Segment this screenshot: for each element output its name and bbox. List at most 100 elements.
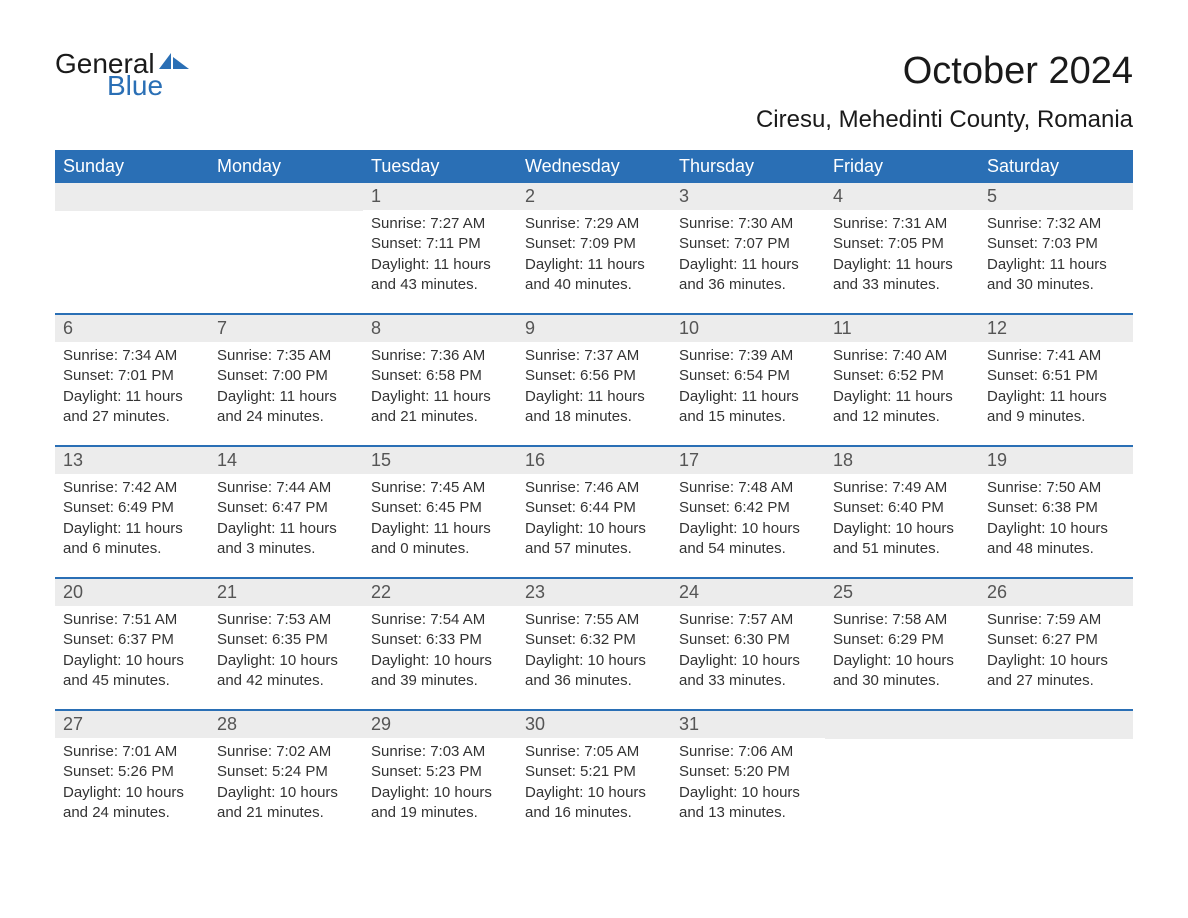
day-body: Sunrise: 7:58 AMSunset: 6:29 PMDaylight:…	[825, 606, 979, 691]
calendar-day: 30Sunrise: 7:05 AMSunset: 5:21 PMDayligh…	[517, 711, 671, 841]
calendar-week: 13Sunrise: 7:42 AMSunset: 6:49 PMDayligh…	[55, 445, 1133, 577]
day-number: 23	[517, 579, 671, 606]
calendar-day: 16Sunrise: 7:46 AMSunset: 6:44 PMDayligh…	[517, 447, 671, 577]
day-body: Sunrise: 7:36 AMSunset: 6:58 PMDaylight:…	[363, 342, 517, 427]
page-subtitle: Ciresu, Mehedinti County, Romania	[55, 106, 1133, 134]
calendar-day: 21Sunrise: 7:53 AMSunset: 6:35 PMDayligh…	[209, 579, 363, 709]
calendar-header-cell: Wednesday	[517, 150, 671, 183]
day-body: Sunrise: 7:48 AMSunset: 6:42 PMDaylight:…	[671, 474, 825, 559]
calendar-day: 3Sunrise: 7:30 AMSunset: 7:07 PMDaylight…	[671, 183, 825, 313]
calendar-day: 25Sunrise: 7:58 AMSunset: 6:29 PMDayligh…	[825, 579, 979, 709]
brand-word2: Blue	[107, 72, 163, 100]
calendar-week: 27Sunrise: 7:01 AMSunset: 5:26 PMDayligh…	[55, 709, 1133, 841]
day-number: 12	[979, 315, 1133, 342]
day-body: Sunrise: 7:54 AMSunset: 6:33 PMDaylight:…	[363, 606, 517, 691]
calendar-header-cell: Thursday	[671, 150, 825, 183]
day-number: 25	[825, 579, 979, 606]
day-body: Sunrise: 7:37 AMSunset: 6:56 PMDaylight:…	[517, 342, 671, 427]
day-body: Sunrise: 7:05 AMSunset: 5:21 PMDaylight:…	[517, 738, 671, 823]
page-title: October 2024	[903, 50, 1133, 93]
calendar-day: 4Sunrise: 7:31 AMSunset: 7:05 PMDaylight…	[825, 183, 979, 313]
calendar-day: 29Sunrise: 7:03 AMSunset: 5:23 PMDayligh…	[363, 711, 517, 841]
calendar-body: 1Sunrise: 7:27 AMSunset: 7:11 PMDaylight…	[55, 183, 1133, 841]
day-body: Sunrise: 7:01 AMSunset: 5:26 PMDaylight:…	[55, 738, 209, 823]
day-number	[825, 711, 979, 739]
day-number	[979, 711, 1133, 739]
calendar-day: 14Sunrise: 7:44 AMSunset: 6:47 PMDayligh…	[209, 447, 363, 577]
calendar-day: 15Sunrise: 7:45 AMSunset: 6:45 PMDayligh…	[363, 447, 517, 577]
calendar-day: 11Sunrise: 7:40 AMSunset: 6:52 PMDayligh…	[825, 315, 979, 445]
day-number: 5	[979, 183, 1133, 210]
day-body: Sunrise: 7:39 AMSunset: 6:54 PMDaylight:…	[671, 342, 825, 427]
calendar-day: 7Sunrise: 7:35 AMSunset: 7:00 PMDaylight…	[209, 315, 363, 445]
day-number: 20	[55, 579, 209, 606]
calendar-week: 20Sunrise: 7:51 AMSunset: 6:37 PMDayligh…	[55, 577, 1133, 709]
day-number: 18	[825, 447, 979, 474]
day-body: Sunrise: 7:46 AMSunset: 6:44 PMDaylight:…	[517, 474, 671, 559]
day-number: 10	[671, 315, 825, 342]
calendar-day: 19Sunrise: 7:50 AMSunset: 6:38 PMDayligh…	[979, 447, 1133, 577]
day-body: Sunrise: 7:50 AMSunset: 6:38 PMDaylight:…	[979, 474, 1133, 559]
day-number: 21	[209, 579, 363, 606]
day-body: Sunrise: 7:02 AMSunset: 5:24 PMDaylight:…	[209, 738, 363, 823]
day-number: 30	[517, 711, 671, 738]
day-body: Sunrise: 7:45 AMSunset: 6:45 PMDaylight:…	[363, 474, 517, 559]
calendar-day: 2Sunrise: 7:29 AMSunset: 7:09 PMDaylight…	[517, 183, 671, 313]
page-header: General Blue October 2024	[55, 50, 1133, 100]
day-number: 9	[517, 315, 671, 342]
day-number: 8	[363, 315, 517, 342]
day-body: Sunrise: 7:59 AMSunset: 6:27 PMDaylight:…	[979, 606, 1133, 691]
calendar-day: 9Sunrise: 7:37 AMSunset: 6:56 PMDaylight…	[517, 315, 671, 445]
day-body: Sunrise: 7:42 AMSunset: 6:49 PMDaylight:…	[55, 474, 209, 559]
calendar-day: 31Sunrise: 7:06 AMSunset: 5:20 PMDayligh…	[671, 711, 825, 841]
calendar-day: 23Sunrise: 7:55 AMSunset: 6:32 PMDayligh…	[517, 579, 671, 709]
day-number: 4	[825, 183, 979, 210]
flag-icon	[159, 51, 189, 77]
calendar-day: 27Sunrise: 7:01 AMSunset: 5:26 PMDayligh…	[55, 711, 209, 841]
calendar-day: 1Sunrise: 7:27 AMSunset: 7:11 PMDaylight…	[363, 183, 517, 313]
day-number: 14	[209, 447, 363, 474]
calendar-day	[55, 183, 209, 313]
day-number: 11	[825, 315, 979, 342]
calendar: SundayMondayTuesdayWednesdayThursdayFrid…	[55, 150, 1133, 841]
day-body: Sunrise: 7:55 AMSunset: 6:32 PMDaylight:…	[517, 606, 671, 691]
day-number: 19	[979, 447, 1133, 474]
day-number: 2	[517, 183, 671, 210]
day-number: 26	[979, 579, 1133, 606]
day-number: 3	[671, 183, 825, 210]
calendar-day: 13Sunrise: 7:42 AMSunset: 6:49 PMDayligh…	[55, 447, 209, 577]
day-body: Sunrise: 7:27 AMSunset: 7:11 PMDaylight:…	[363, 210, 517, 295]
day-number	[55, 183, 209, 211]
day-number: 27	[55, 711, 209, 738]
calendar-week: 1Sunrise: 7:27 AMSunset: 7:11 PMDaylight…	[55, 183, 1133, 313]
calendar-header: SundayMondayTuesdayWednesdayThursdayFrid…	[55, 150, 1133, 183]
calendar-day: 6Sunrise: 7:34 AMSunset: 7:01 PMDaylight…	[55, 315, 209, 445]
day-number: 7	[209, 315, 363, 342]
calendar-day: 8Sunrise: 7:36 AMSunset: 6:58 PMDaylight…	[363, 315, 517, 445]
day-body: Sunrise: 7:51 AMSunset: 6:37 PMDaylight:…	[55, 606, 209, 691]
calendar-day: 5Sunrise: 7:32 AMSunset: 7:03 PMDaylight…	[979, 183, 1133, 313]
day-number: 28	[209, 711, 363, 738]
day-number: 29	[363, 711, 517, 738]
day-body: Sunrise: 7:29 AMSunset: 7:09 PMDaylight:…	[517, 210, 671, 295]
day-body: Sunrise: 7:53 AMSunset: 6:35 PMDaylight:…	[209, 606, 363, 691]
day-body: Sunrise: 7:57 AMSunset: 6:30 PMDaylight:…	[671, 606, 825, 691]
calendar-day: 22Sunrise: 7:54 AMSunset: 6:33 PMDayligh…	[363, 579, 517, 709]
calendar-day: 28Sunrise: 7:02 AMSunset: 5:24 PMDayligh…	[209, 711, 363, 841]
day-number: 15	[363, 447, 517, 474]
day-body: Sunrise: 7:30 AMSunset: 7:07 PMDaylight:…	[671, 210, 825, 295]
day-body: Sunrise: 7:32 AMSunset: 7:03 PMDaylight:…	[979, 210, 1133, 295]
day-number: 1	[363, 183, 517, 210]
calendar-day: 10Sunrise: 7:39 AMSunset: 6:54 PMDayligh…	[671, 315, 825, 445]
calendar-header-cell: Tuesday	[363, 150, 517, 183]
day-number: 31	[671, 711, 825, 738]
day-body: Sunrise: 7:40 AMSunset: 6:52 PMDaylight:…	[825, 342, 979, 427]
day-body: Sunrise: 7:49 AMSunset: 6:40 PMDaylight:…	[825, 474, 979, 559]
calendar-header-cell: Friday	[825, 150, 979, 183]
calendar-header-cell: Saturday	[979, 150, 1133, 183]
day-body: Sunrise: 7:31 AMSunset: 7:05 PMDaylight:…	[825, 210, 979, 295]
day-number: 22	[363, 579, 517, 606]
brand-logo: General Blue	[55, 50, 189, 100]
calendar-day: 12Sunrise: 7:41 AMSunset: 6:51 PMDayligh…	[979, 315, 1133, 445]
day-number: 13	[55, 447, 209, 474]
